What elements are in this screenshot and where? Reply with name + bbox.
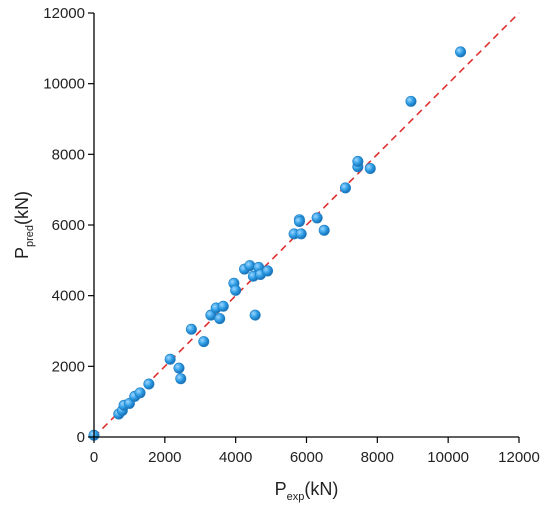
y-axis-title: Ppred(kN)	[12, 191, 36, 259]
data-point	[230, 284, 242, 296]
data-point	[311, 212, 323, 224]
y-tick-label: 4000	[52, 288, 85, 305]
data-point	[352, 155, 364, 167]
x-tick-label: 8000	[361, 449, 394, 466]
axes-layer	[88, 12, 520, 443]
data-points-layer	[88, 46, 467, 441]
data-point	[175, 373, 187, 385]
data-point	[262, 265, 274, 277]
data-point	[295, 228, 307, 240]
data-point	[214, 313, 226, 325]
x-tick-label: 6000	[290, 449, 323, 466]
x-tick-label: 0	[90, 449, 98, 466]
y-tick-label: 8000	[52, 146, 85, 163]
y-tick-label: 0	[77, 429, 85, 446]
x-tick-label: 12000	[498, 449, 540, 466]
x-axis-title: Pexp(kN)	[275, 479, 339, 503]
reference-line	[93, 12, 520, 438]
data-point	[339, 182, 351, 194]
data-point	[164, 353, 176, 365]
y-tick-label: 10000	[43, 76, 85, 93]
y-tick-label: 2000	[52, 358, 85, 375]
x-tick-label: 4000	[219, 449, 252, 466]
data-point	[173, 362, 185, 374]
labels-layer: 0 2000 4000 6000 8000 10000 12000 0 2000 4000 6000…	[12, 5, 540, 503]
data-point	[249, 309, 261, 321]
data-point	[364, 162, 376, 174]
data-point	[318, 224, 330, 236]
data-point	[217, 300, 229, 312]
data-point	[134, 387, 146, 399]
y-tick-label: 12000	[43, 5, 85, 22]
data-point	[405, 95, 417, 107]
data-point	[244, 260, 256, 272]
data-point	[143, 378, 155, 390]
x-tick-label: 10000	[427, 449, 469, 466]
y-tick-label: 6000	[52, 217, 85, 234]
data-point	[185, 323, 197, 335]
data-point	[293, 215, 305, 227]
x-tick-label: 2000	[148, 449, 181, 466]
data-point	[198, 336, 210, 348]
data-point	[455, 46, 467, 58]
reference-line-layer	[93, 12, 520, 438]
